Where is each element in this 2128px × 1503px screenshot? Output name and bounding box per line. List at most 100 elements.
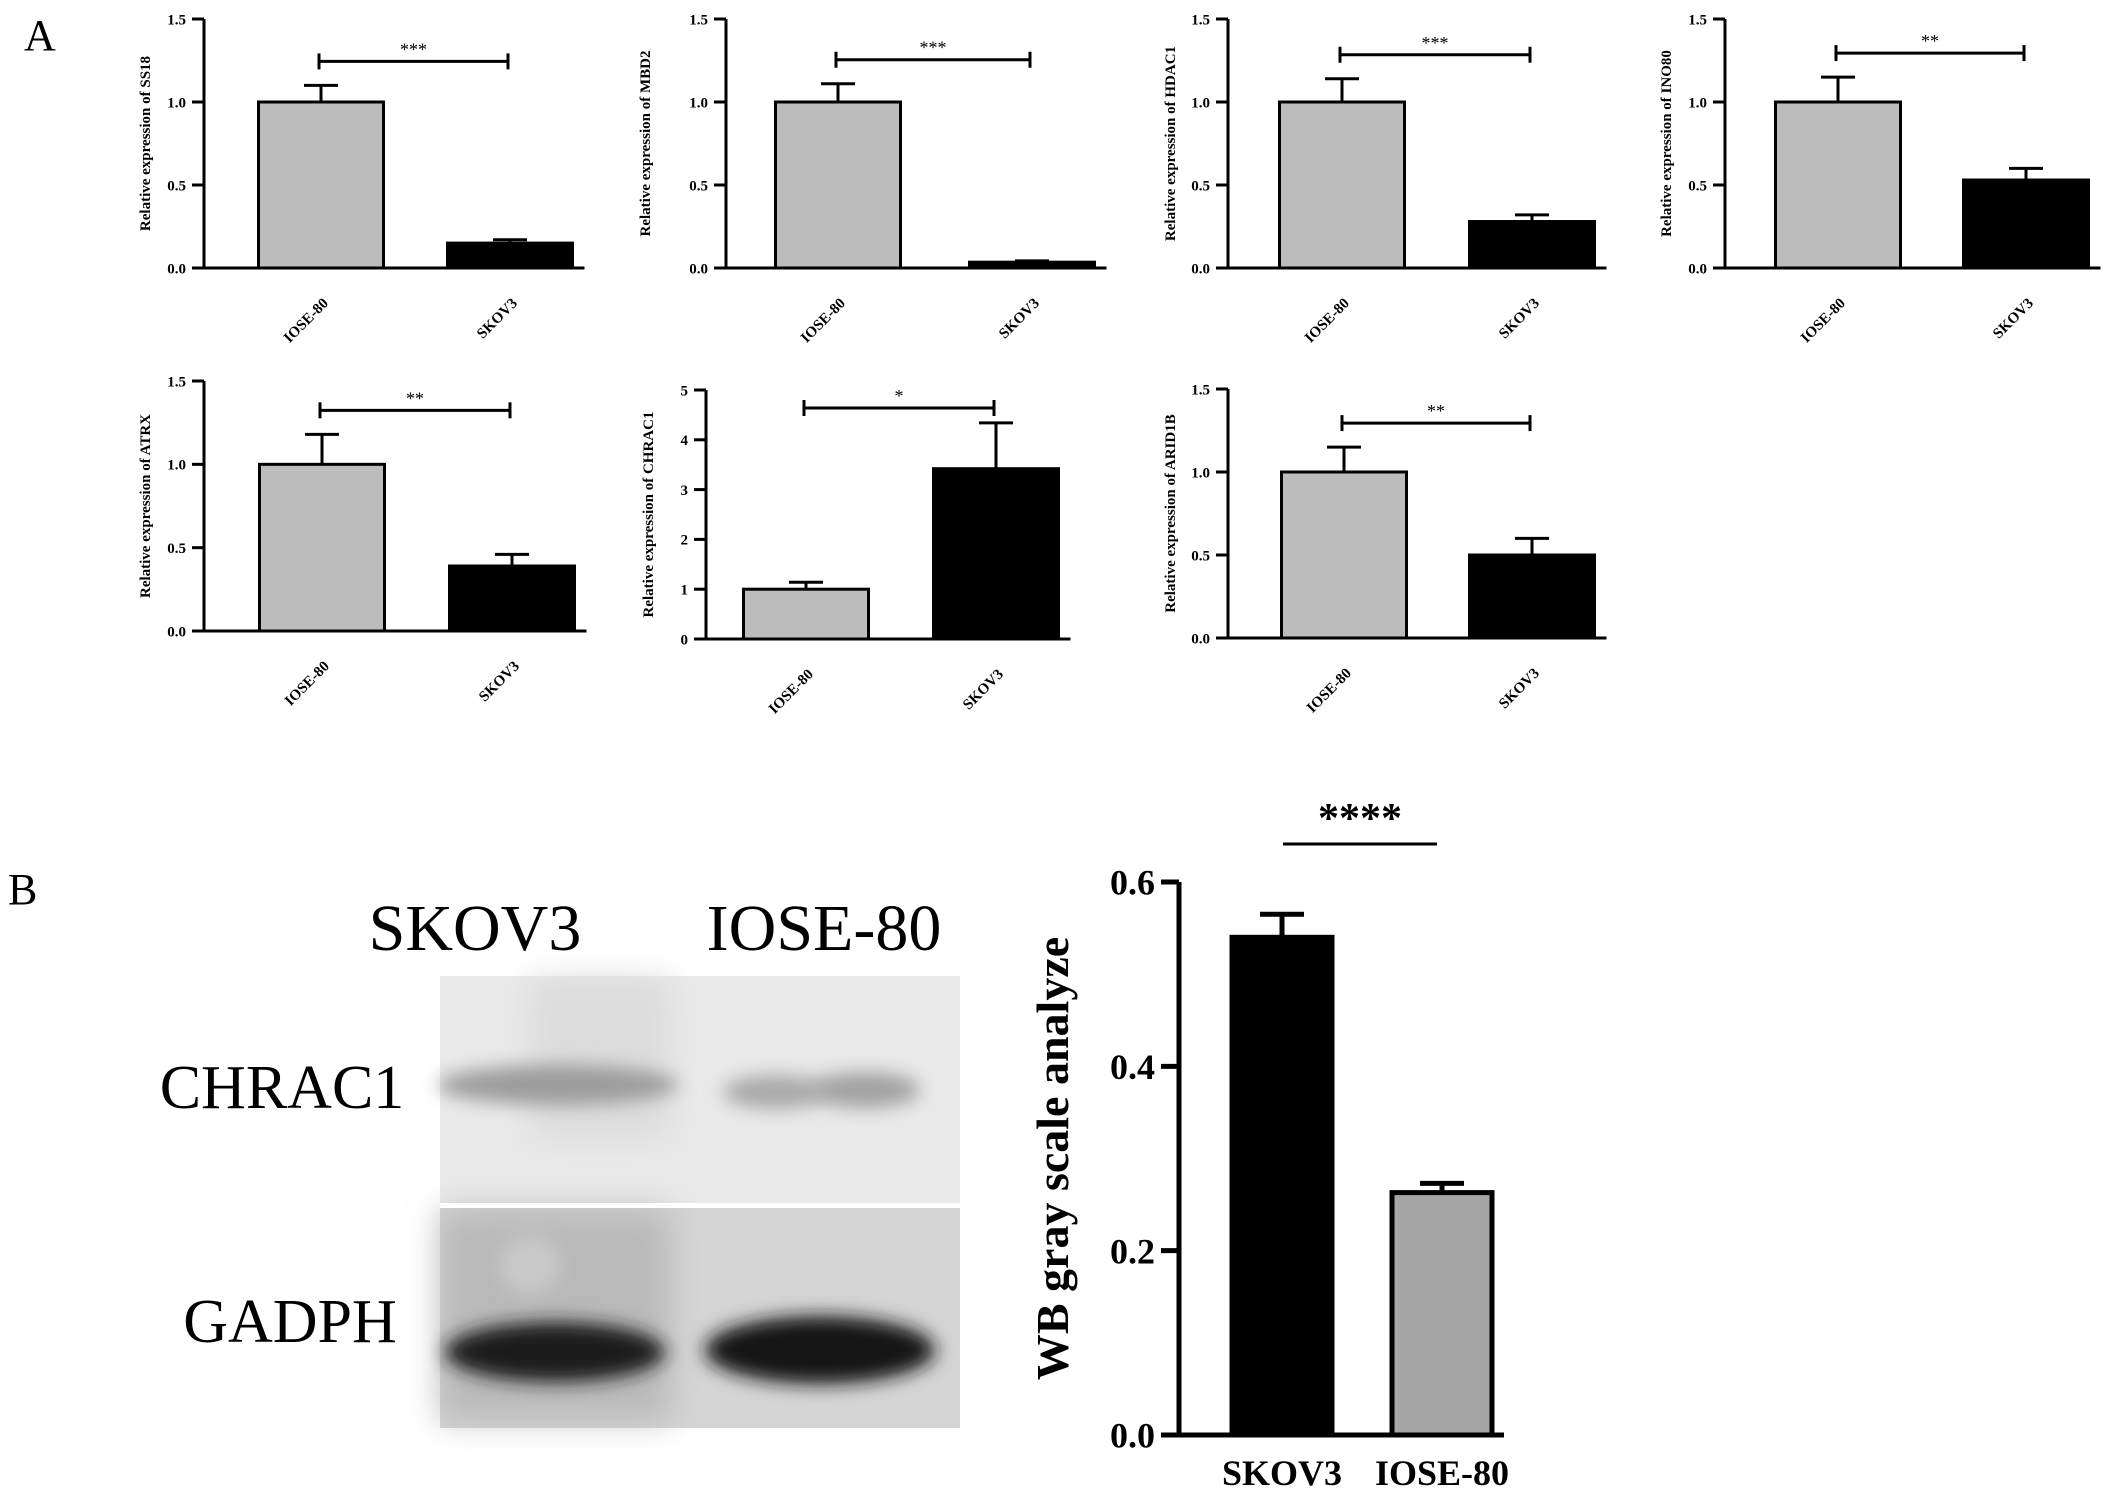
ss18-bar-skov3 (446, 241, 574, 270)
chrac1-xtick-label: IOSE-80 (766, 667, 817, 718)
ss18-xtick-label: IOSE-80 (281, 296, 332, 347)
hdac1-sig-label: *** (1422, 33, 1449, 53)
hdac1-ytick-label: 0.5 (1191, 178, 1210, 194)
ss18-bar-iose-80 (257, 100, 385, 270)
panel-label-b: B (8, 865, 37, 914)
hdac1-bar-iose-80 (1278, 100, 1406, 270)
chrac1-ytick-label: 5 (681, 383, 689, 399)
arid1b-bar-iose-80 (1280, 470, 1408, 640)
wb-lane-label-skov3: SKOV3 (369, 892, 582, 965)
wb-bar-iose-80 (1389, 1190, 1495, 1438)
atrx-ytick-label: 1.5 (167, 374, 186, 390)
wb-blot-gadph (440, 1206, 960, 1428)
ino80-xtick-label: IOSE-80 (1798, 296, 1849, 347)
ino80-bar-iose-80 (1774, 100, 1902, 270)
hdac1-ytick-label: 0.0 (1191, 261, 1210, 277)
chart-ss18: 0.0 0.5 1.0 1.5 Relative expression of SS18 I… (138, 12, 585, 346)
chrac1-bar-iose-80 (742, 587, 870, 641)
hdac1-xtick-label: IOSE-80 (1302, 296, 1353, 347)
wb-bar-skov3 (1229, 934, 1335, 1438)
chrac1-ytick-label: 3 (681, 483, 689, 499)
atrx-xtick-label: SKOV3 (476, 659, 523, 706)
arid1b-xtick-label: IOSE-80 (1304, 666, 1355, 717)
wb-row-label-chrac1: CHRAC1 (160, 1054, 405, 1122)
ss18-ytick-label: 1.5 (167, 12, 186, 28)
mbd2-ytick-label: 1.5 (689, 12, 708, 28)
ino80-ytick-label: 0.5 (1688, 178, 1707, 194)
ino80-sig-label: ** (1921, 31, 1939, 51)
atrx-bar-iose-80 (258, 462, 386, 633)
chart-mbd2: 0.0 0.5 1.0 1.5 Relative expression of MBD2 I… (638, 12, 1107, 346)
chrac1-ytick-label: 0 (681, 632, 689, 648)
ino80-xtick-label: SKOV3 (1990, 296, 2037, 343)
chrac1-ytick-label: 4 (681, 433, 689, 449)
hdac1-xtick-label: SKOV3 (1496, 296, 1543, 343)
chart-hdac1: 0.0 0.5 1.0 1.5 Relative expression of HDAC1… (1163, 12, 1607, 346)
chrac1-ytick-label: 2 (681, 533, 689, 549)
arid1b-ytick-label: 1.5 (1191, 382, 1210, 398)
panel-label-a: A (24, 11, 56, 60)
ss18-ytick-label: 1.0 (167, 95, 186, 111)
arid1b-bar-skov3 (1468, 553, 1596, 640)
mbd2-bar-skov3 (968, 260, 1096, 270)
wb-ylabel: WB gray scale analyze (1027, 937, 1078, 1380)
wb-xtick-label: IOSE-80 (1375, 1453, 1509, 1493)
chrac1-sig-label: * (895, 386, 904, 406)
arid1b-ylabel: Relative expression of ARID1B (1163, 414, 1179, 612)
atrx-xtick-label: IOSE-80 (282, 659, 333, 710)
hdac1-bar-skov3 (1468, 220, 1596, 270)
mbd2-ylabel: Relative expression of MBD2 (638, 51, 654, 237)
ino80-ytick-label: 0.0 (1688, 261, 1707, 277)
arid1b-ytick-label: 1.0 (1191, 465, 1210, 481)
mbd2-ytick-label: 0.5 (689, 178, 708, 194)
mbd2-xtick-label: SKOV3 (996, 296, 1043, 343)
ino80-ytick-label: 1.5 (1688, 12, 1707, 28)
ss18-ytick-label: 0.5 (167, 178, 186, 194)
wb-blot-chrac1 (438, 976, 960, 1204)
mbd2-xtick-label: IOSE-80 (798, 296, 849, 347)
arid1b-ytick-label: 0.5 (1191, 548, 1210, 564)
ino80-ytick-label: 1.0 (1688, 95, 1707, 111)
chart-atrx: 0.0 0.5 1.0 1.5 Relative expression of ATRX I… (138, 374, 587, 709)
chrac1-bar-skov3 (932, 467, 1060, 641)
atrx-ytick-label: 0.0 (167, 624, 186, 640)
hdac1-ylabel: Relative expression of HDAC1 (1163, 46, 1179, 241)
hdac1-ytick-label: 1.5 (1191, 12, 1210, 28)
ss18-ylabel: Relative expression of SS18 (138, 56, 154, 231)
chrac1-ytick-label: 1 (681, 582, 689, 598)
wb-row-label-gadph: GADPH (183, 1288, 397, 1356)
chart-chrac1: 0 1 2 3 4 5 Relative expression of CHRAC1 IOSE-… (641, 383, 1071, 717)
hdac1-ytick-label: 1.0 (1191, 95, 1210, 111)
mbd2-bar-iose-80 (774, 100, 902, 270)
chart-ino80: 0.0 0.5 1.0 1.5 Relative expression of INO80… (1659, 12, 2101, 346)
chrac1-ylabel: Relative expression of CHRAC1 (641, 412, 657, 618)
chart-arid1b: 0.0 0.5 1.0 1.5 Relative expression of ARID1… (1163, 382, 1607, 716)
chrac1-xtick-label: SKOV3 (960, 667, 1007, 714)
atrx-bar-skov3 (448, 564, 576, 633)
ss18-xtick-label: SKOV3 (474, 296, 521, 343)
mbd2-ytick-label: 0.0 (689, 261, 708, 277)
ino80-ylabel: Relative expression of INO80 (1659, 50, 1675, 237)
atrx-ylabel: Relative expression of ATRX (138, 414, 154, 598)
arid1b-ytick-label: 0.0 (1191, 631, 1210, 647)
arid1b-xtick-label: SKOV3 (1496, 666, 1543, 713)
mbd2-ytick-label: 1.0 (689, 95, 708, 111)
mbd2-sig-label: *** (920, 38, 947, 58)
wb-lane-label-iose80: IOSE-80 (707, 892, 942, 965)
arid1b-sig-label: ** (1427, 401, 1445, 421)
wb-separator (440, 1203, 960, 1208)
wb-ytick-label: 0.2 (1110, 1231, 1155, 1271)
atrx-ytick-label: 0.5 (167, 541, 186, 557)
wb-xtick-label: SKOV3 (1222, 1453, 1342, 1493)
atrx-ytick-label: 1.0 (167, 458, 186, 474)
wb-sig-label: **** (1318, 796, 1402, 842)
wb-ytick-label: 0.6 (1110, 863, 1155, 903)
ino80-bar-skov3 (1962, 178, 2090, 270)
ss18-ytick-label: 0.0 (167, 261, 186, 277)
western-blot: SKOV3 IOSE-80 CHRAC1 GADPH (160, 892, 960, 1428)
wb-ytick-label: 0.4 (1110, 1047, 1155, 1087)
ss18-sig-label: *** (400, 39, 427, 59)
atrx-sig-label: ** (406, 388, 424, 408)
